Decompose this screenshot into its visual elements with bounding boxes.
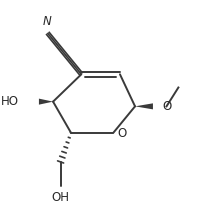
Text: O: O — [162, 100, 171, 113]
Polygon shape — [39, 99, 53, 105]
Text: N: N — [43, 15, 52, 28]
Text: HO: HO — [1, 95, 19, 108]
Polygon shape — [134, 103, 152, 109]
Text: OH: OH — [51, 191, 69, 204]
Text: O: O — [117, 127, 126, 140]
